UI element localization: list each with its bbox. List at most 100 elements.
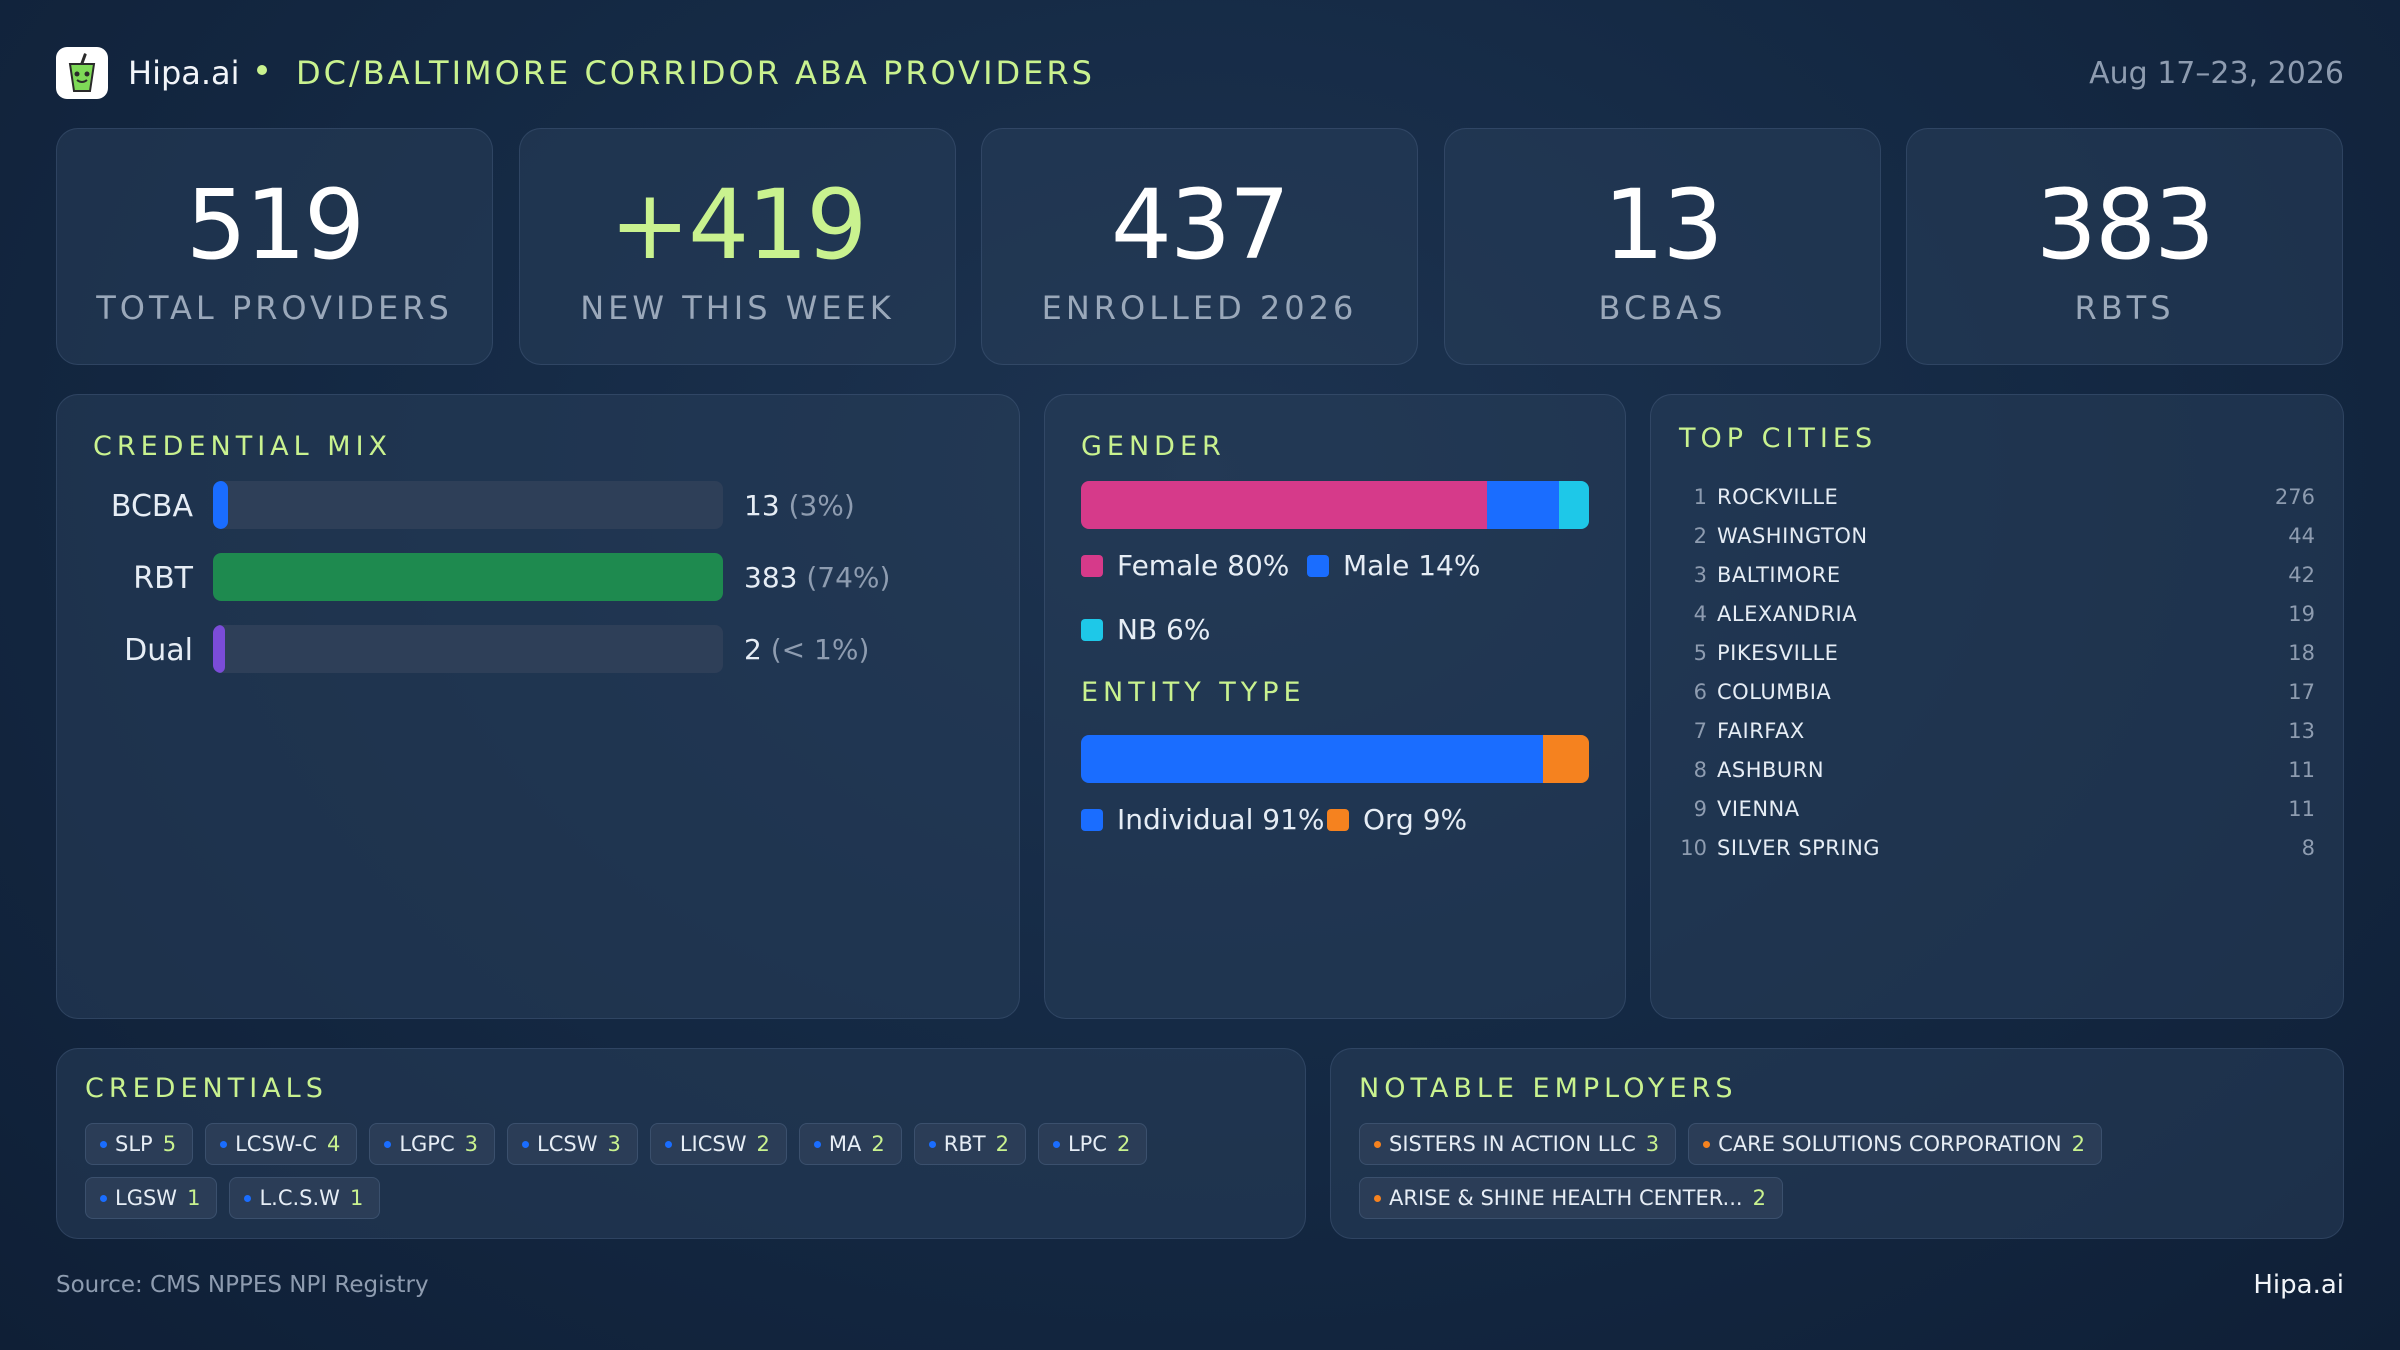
stat-value: 13	[1603, 169, 1723, 281]
city-row: 7 FAIRFAX 13	[1679, 719, 2315, 758]
entity-stacked-bar	[1081, 735, 1589, 783]
city-row: 3 BALTIMORE 42	[1679, 563, 2315, 602]
legend-swatch	[1081, 618, 1103, 641]
city-name: ASHBURN	[1717, 758, 1825, 782]
city-count: 18	[2288, 641, 2315, 665]
stat-label: BCBAS	[1598, 289, 1727, 327]
legend-swatch	[1081, 554, 1103, 577]
legend-nb: NB 6%	[1081, 613, 1210, 646]
city-row: 10 SILVER SPRING 8	[1679, 836, 2315, 875]
city-count: 17	[2288, 680, 2315, 704]
employer-chip: ARISE & SHINE HEALTH CENTER... 2	[1359, 1177, 1783, 1219]
chip-count: 2	[2071, 1132, 2085, 1156]
gender-segment-0	[1081, 481, 1488, 529]
chip-label: CARE SOLUTIONS CORPORATION	[1718, 1132, 2062, 1156]
chip-dot	[813, 1140, 821, 1148]
credential-chip: LCSW-C 4	[205, 1123, 358, 1165]
city-name: PIKESVILLE	[1717, 641, 1839, 665]
bar-value-rbt: 383 (74%)	[744, 561, 890, 594]
legend-male: Male 14%	[1307, 549, 1480, 582]
credentials-panel: CREDENTIALS SLP 5 LCSW-C 4 LGPC 3 LCSW 3 LICSW 2 M…	[56, 1048, 1306, 1239]
city-count: 8	[2301, 836, 2315, 860]
employer-chip-list: SISTERS IN ACTION LLC 3 CARE SOLUTIONS COR…	[1359, 1123, 2315, 1219]
city-rank: 5	[1693, 641, 1707, 665]
bar-count: 2	[744, 633, 762, 666]
stat-value: 383	[2035, 169, 2215, 281]
city-row: 4 ALEXANDRIA 19	[1679, 602, 2315, 641]
city-row: 2 WASHINGTON 44	[1679, 524, 2315, 563]
city-rank: 10	[1680, 836, 1707, 860]
gender-segment-2	[1558, 481, 1589, 529]
chip-label: LGSW	[115, 1186, 178, 1210]
page-title: DC/BALTIMORE CORRIDOR ABA PROVIDERS	[296, 54, 1095, 92]
chip-count: 2	[1752, 1186, 1766, 1210]
city-name: VIENNA	[1717, 797, 1800, 821]
chip-dot	[664, 1140, 672, 1148]
bar-track-rbt	[213, 553, 723, 601]
chip-dot	[522, 1140, 529, 1148]
bar-percent: (< 1%)	[770, 633, 870, 666]
chip-dot	[100, 1194, 107, 1202]
stat-label: RBTS	[2074, 289, 2175, 327]
legend-swatch	[1327, 808, 1349, 831]
credential-chip: MA 2	[798, 1123, 902, 1165]
chip-label: MA	[828, 1132, 862, 1156]
stat-card-bcbas: 13 BCBAS	[1444, 128, 1881, 365]
legend-individual: Individual 91%	[1081, 803, 1325, 836]
chip-dot	[1052, 1140, 1060, 1148]
city-count: 13	[2288, 719, 2315, 743]
city-count: 11	[2288, 797, 2315, 821]
stat-value: 519	[185, 169, 365, 281]
chip-label: LCSW	[537, 1132, 598, 1156]
date-range: Aug 17–23, 2026	[2089, 56, 2344, 91]
footer-brand: Hipa.ai	[2253, 1270, 2344, 1300]
bar-bcba	[213, 481, 229, 529]
legend-label: Female 80%	[1117, 549, 1290, 582]
legend-label: Male 14%	[1343, 549, 1481, 582]
city-name: SILVER SPRING	[1717, 836, 1881, 860]
city-row: 5 PIKESVILLE 18	[1679, 641, 2315, 680]
stat-value: +419	[609, 169, 868, 281]
city-rank: 9	[1693, 797, 1707, 821]
bar-label-dual: Dual	[124, 633, 193, 668]
chip-dot	[384, 1140, 392, 1148]
chip-count: 2	[871, 1132, 885, 1156]
credential-mix-panel: CREDENTIAL MIX BCBA 13 (3%) RBT 383 (74%…	[56, 394, 1020, 1019]
city-row: 1 ROCKVILLE 276	[1679, 485, 2315, 524]
source-note: Source: CMS NPPES NPI Registry	[56, 1272, 429, 1298]
city-rank: 2	[1693, 524, 1707, 548]
chip-label: LCSW-C	[235, 1132, 317, 1156]
city-count: 276	[2274, 485, 2315, 509]
bar-track-bcba	[213, 481, 723, 529]
chip-count: 2	[995, 1132, 1009, 1156]
chip-count: 1	[349, 1186, 364, 1210]
chip-label: L.C.S.W	[259, 1186, 340, 1210]
city-row: 6 COLUMBIA 17	[1679, 680, 2315, 719]
bar-percent: (3%)	[788, 489, 855, 522]
chip-label: LGPC	[399, 1132, 455, 1156]
city-count: 11	[2288, 758, 2315, 782]
legend-label: Org 9%	[1363, 803, 1468, 836]
legend-label: NB 6%	[1117, 613, 1211, 646]
panel-title: CREDENTIALS	[85, 1073, 328, 1104]
stat-label: NEW THIS WEEK	[580, 289, 895, 327]
credential-chip: LCSW 3	[507, 1123, 638, 1165]
employers-panel: NOTABLE EMPLOYERS SISTERS IN ACTION LLC 3…	[1330, 1048, 2344, 1239]
legend-label: Individual 91%	[1117, 803, 1325, 836]
credential-chip: LPC 2	[1037, 1123, 1148, 1165]
chip-dot	[1374, 1194, 1381, 1202]
chip-dot	[1374, 1140, 1381, 1148]
city-row: 9 VIENNA 11	[1679, 797, 2315, 836]
credential-chip: SLP 5	[85, 1123, 194, 1165]
employer-chip: CARE SOLUTIONS CORPORATION 2	[1688, 1123, 2102, 1165]
chip-label: ARISE & SHINE HEALTH CENTER...	[1389, 1186, 1743, 1210]
chip-label: LICSW	[679, 1132, 747, 1156]
bar-value-bcba: 13 (3%)	[744, 489, 855, 522]
gender-entity-panel: GENDER Female 80% Male 14% NB 6% ENTITY …	[1044, 394, 1626, 1019]
city-rank: 8	[1693, 758, 1707, 782]
chip-count: 3	[607, 1132, 621, 1156]
panel-title: ENTITY TYPE	[1081, 677, 1306, 708]
city-count: 19	[2288, 602, 2315, 626]
bar-label-rbt: RBT	[133, 561, 193, 596]
city-rank: 4	[1693, 602, 1707, 626]
